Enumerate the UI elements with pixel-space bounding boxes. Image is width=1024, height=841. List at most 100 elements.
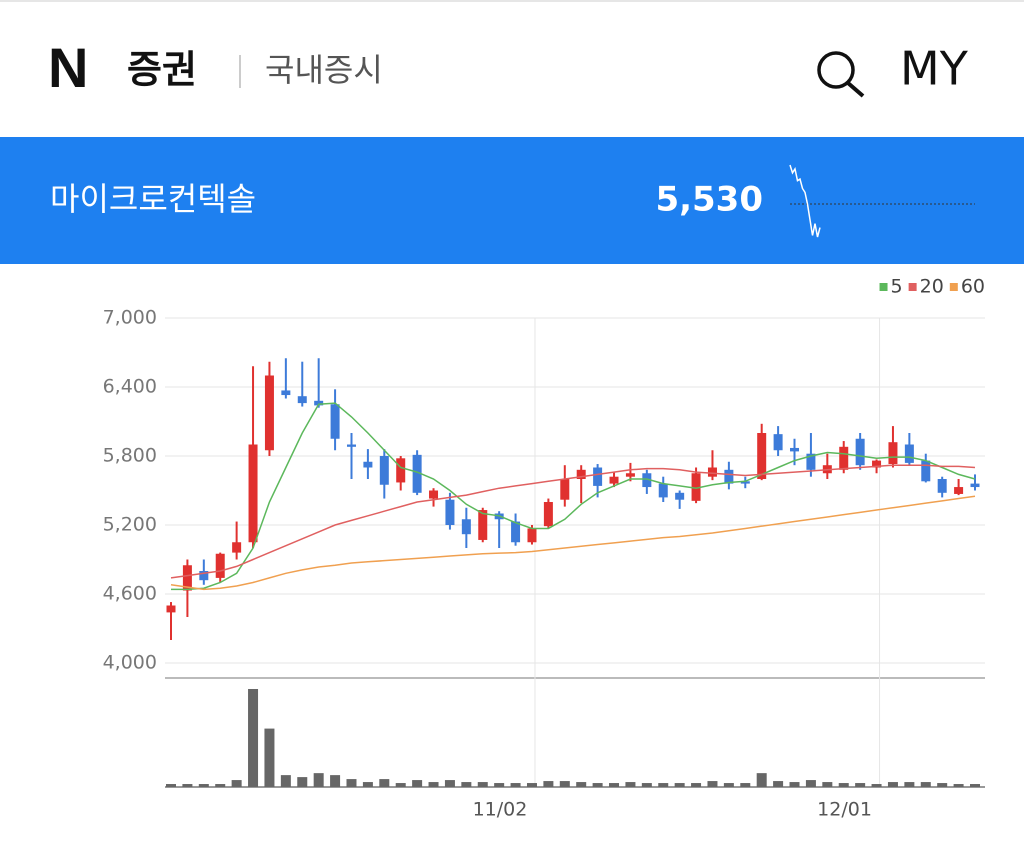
candle-body [773,434,783,451]
candle-body [790,447,800,452]
candle-body [724,469,734,484]
candle-body [314,400,324,406]
volume-bar [477,782,488,787]
candle-body [379,456,389,485]
candle-body [232,542,242,553]
candle-body [658,483,668,498]
candle-body [937,479,947,493]
volume-bar [526,783,537,787]
y-tick-label: 5,200 [103,514,157,536]
volume-bar [198,784,209,787]
candle-body [445,499,455,525]
candle-body [642,473,652,488]
candle-body [363,461,373,468]
legend-label: 5 [891,276,903,298]
candle-body [707,467,717,477]
candle-body [740,481,750,484]
volume-bar [805,780,816,787]
volume-bar [723,783,734,787]
candle-body [330,404,340,439]
candle-body [921,460,931,482]
my-menu[interactable]: MY [900,42,969,96]
volume-bar [789,782,800,787]
volume-bar [576,782,587,787]
candle-body [757,433,767,479]
legend-swatch [908,283,917,291]
volume-bar [887,782,898,787]
candle-body [264,375,274,451]
volume-bar [182,784,193,787]
candle-body [625,473,635,477]
x-tick-label: 12/01 [817,799,872,821]
candle-body [182,565,192,591]
volume-bar [592,783,603,787]
volume-bar [444,780,455,787]
candle-body [855,438,865,466]
volume-bar [773,781,784,787]
candle-body [806,453,816,470]
volume-bar [855,783,866,787]
volume-bar [248,688,259,787]
candle-body [904,444,914,463]
stock-name[interactable]: 마이크로컨텍솔 [50,180,256,218]
candle-body [166,605,176,613]
volume-bar [641,783,652,787]
candle-body [954,487,964,494]
y-tick-label: 6,400 [103,376,157,398]
volume-bar [231,780,242,787]
volume-bar [330,775,341,787]
volume-bar [559,781,570,787]
candle-body [511,521,521,543]
candle-body [593,467,603,486]
candle-body [281,390,291,396]
volume-bar [494,783,505,787]
volume-bar [362,782,373,787]
volume-bar [625,782,636,787]
candle-body [691,473,701,501]
volume-bar [379,779,390,787]
y-tick-label: 5,800 [103,445,157,467]
moving-average [171,402,976,591]
volume-bar [904,782,915,787]
candle-body [199,571,209,581]
candle-body [396,458,406,483]
volume-bar [609,783,620,787]
section-name[interactable]: 국내증시 [265,51,383,89]
candle-body [215,553,225,578]
volume-bar [543,781,554,787]
legend-label: 60 [961,276,985,298]
volume-bar [412,780,423,787]
candle-body [478,510,488,540]
legend-swatch [949,283,958,291]
candle-body [560,479,570,500]
volume-bar [166,784,176,787]
volume-bar [346,779,357,787]
legend-swatch [879,283,888,291]
volume-bar [428,782,439,787]
volume-bar [395,783,406,787]
volume-bar [510,783,521,787]
y-tick-label: 7,000 [103,307,157,329]
candle-body [839,446,849,470]
candle-body [609,476,619,484]
volume-bar [215,784,226,787]
moving-average [170,464,976,579]
candle-body [888,442,898,465]
search-icon[interactable] [817,51,865,98]
service-name[interactable]: 증권 [127,48,197,92]
volume-bar [313,773,324,787]
candle-body [297,396,307,404]
volume-bar [297,777,308,787]
stock-bar [0,137,1024,264]
candle-body [527,528,537,543]
candle-body [872,460,882,468]
logo[interactable]: N [48,36,88,99]
candle-body [461,519,471,535]
y-tick-label: 4,000 [103,652,157,674]
volume-bar [937,783,948,787]
candle-body [675,492,685,500]
moving-average [170,495,976,591]
x-tick-label: 11/02 [473,799,528,821]
